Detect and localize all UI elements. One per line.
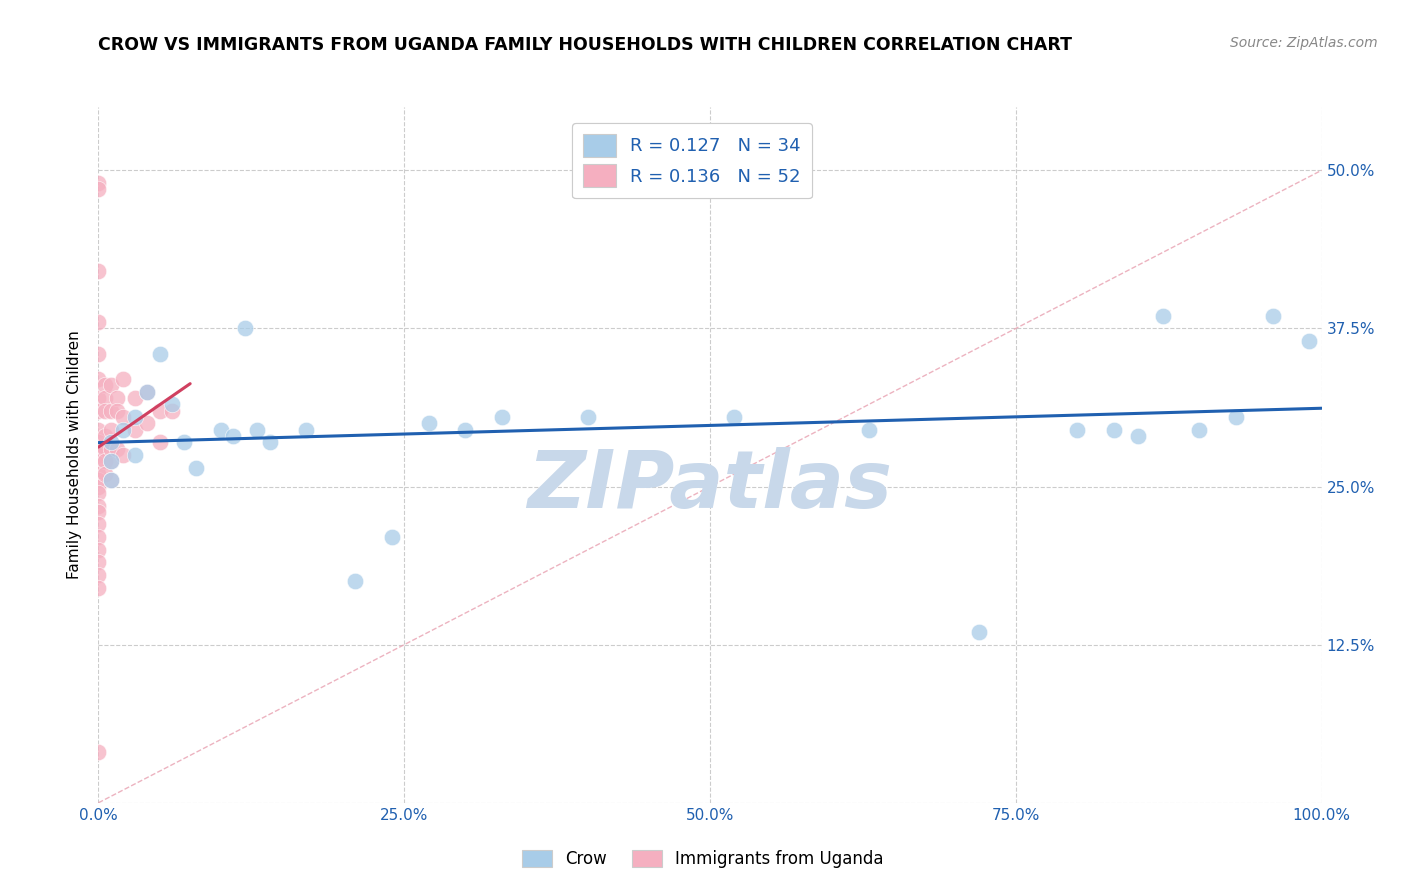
Text: Source: ZipAtlas.com: Source: ZipAtlas.com <box>1230 36 1378 50</box>
Point <box>858 423 880 437</box>
Point <box>87 176 110 190</box>
Point <box>87 568 110 582</box>
Point <box>149 435 172 450</box>
Point <box>124 391 146 405</box>
Point <box>160 397 183 411</box>
Point <box>723 409 745 424</box>
Point <box>124 423 146 437</box>
Text: ZIPatlas: ZIPatlas <box>527 447 893 525</box>
Point <box>136 417 159 431</box>
Point <box>105 403 128 417</box>
Point <box>100 378 122 392</box>
Point <box>967 625 990 640</box>
Point <box>100 403 122 417</box>
Point <box>1188 423 1211 437</box>
Point <box>100 423 122 437</box>
Point <box>491 409 513 424</box>
Point <box>233 321 256 335</box>
Point <box>100 442 122 456</box>
Point <box>381 530 404 544</box>
Point <box>100 454 122 468</box>
Point <box>87 556 110 570</box>
Point <box>1102 423 1125 437</box>
Point <box>100 473 122 487</box>
Point <box>87 479 110 493</box>
Point <box>93 403 115 417</box>
Point <box>576 409 599 424</box>
Point <box>87 542 110 557</box>
Point <box>1298 334 1320 348</box>
Point <box>87 442 110 456</box>
Point <box>87 423 110 437</box>
Text: CROW VS IMMIGRANTS FROM UGANDA FAMILY HOUSEHOLDS WITH CHILDREN CORRELATION CHART: CROW VS IMMIGRANTS FROM UGANDA FAMILY HO… <box>98 36 1073 54</box>
Point <box>209 423 232 437</box>
Point <box>160 403 183 417</box>
Point <box>1261 309 1284 323</box>
Legend: Crow, Immigrants from Uganda: Crow, Immigrants from Uganda <box>516 843 890 875</box>
Point <box>87 435 110 450</box>
Point <box>93 442 115 456</box>
Point <box>246 423 269 437</box>
Point <box>105 391 128 405</box>
Point <box>87 391 110 405</box>
Point <box>87 530 110 544</box>
Point <box>124 448 146 462</box>
Point <box>93 429 115 443</box>
Point <box>87 473 110 487</box>
Point <box>136 384 159 399</box>
Point <box>149 403 172 417</box>
Point <box>87 403 110 417</box>
Point <box>87 581 110 595</box>
Point <box>87 517 110 532</box>
Point <box>100 473 122 487</box>
Point <box>149 347 172 361</box>
Point <box>173 435 195 450</box>
Y-axis label: Family Households with Children: Family Households with Children <box>67 331 83 579</box>
Point <box>87 454 110 468</box>
Point <box>344 574 367 589</box>
Legend: R = 0.127   N = 34, R = 0.136   N = 52: R = 0.127 N = 34, R = 0.136 N = 52 <box>572 123 811 198</box>
Point <box>87 182 110 196</box>
Point <box>105 442 128 456</box>
Point <box>93 391 115 405</box>
Point <box>1152 309 1174 323</box>
Point <box>111 448 134 462</box>
Point <box>87 486 110 500</box>
Point <box>87 347 110 361</box>
Point <box>222 429 245 443</box>
Point <box>100 454 122 468</box>
Point <box>259 435 281 450</box>
Point <box>1066 423 1088 437</box>
Point <box>93 378 115 392</box>
Point <box>111 372 134 386</box>
Point <box>87 372 110 386</box>
Point <box>1225 409 1247 424</box>
Point <box>136 384 159 399</box>
Point <box>295 423 318 437</box>
Point <box>100 435 122 450</box>
Point <box>87 315 110 329</box>
Point <box>87 264 110 278</box>
Point <box>186 460 208 475</box>
Point <box>454 423 477 437</box>
Point <box>418 417 440 431</box>
Point <box>93 454 115 468</box>
Point <box>1128 429 1150 443</box>
Point <box>111 423 134 437</box>
Point <box>93 467 115 481</box>
Point <box>87 499 110 513</box>
Point <box>124 409 146 424</box>
Point <box>87 448 110 462</box>
Point <box>87 745 110 759</box>
Point <box>111 409 134 424</box>
Point <box>87 467 110 481</box>
Point <box>87 505 110 519</box>
